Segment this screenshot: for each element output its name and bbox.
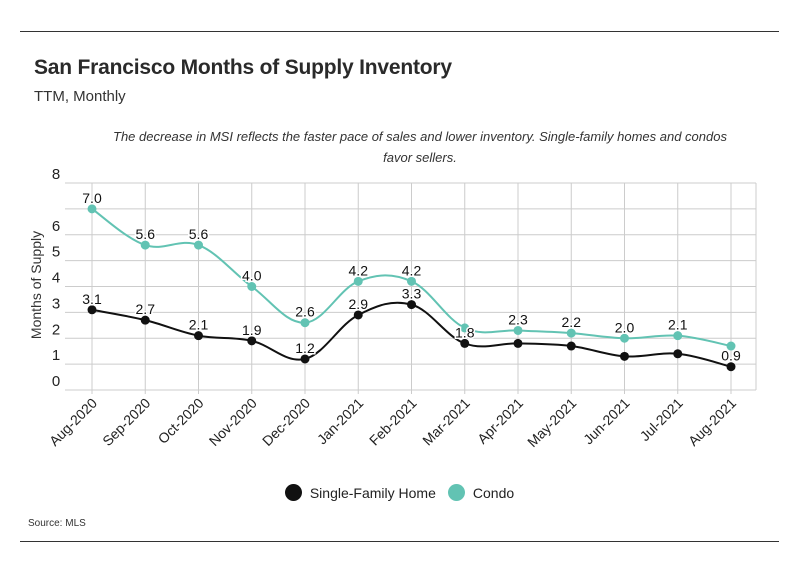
top-rule bbox=[20, 31, 779, 32]
x-tick-label: Nov-2020 bbox=[206, 395, 260, 449]
data-point-condo bbox=[353, 276, 363, 286]
bottom-rule bbox=[20, 541, 779, 542]
data-point-condo bbox=[566, 328, 576, 338]
legend-swatch-single-family bbox=[284, 484, 302, 501]
data-label-condo: 7.0 bbox=[82, 190, 102, 206]
x-tick-label: Aug-2020 bbox=[46, 395, 100, 449]
data-point-single-family bbox=[566, 341, 576, 351]
x-tick-label: Jul-2021 bbox=[637, 395, 686, 444]
y-tick-label: 0 bbox=[52, 373, 60, 390]
source-note: Source: MLS bbox=[28, 518, 86, 529]
legend: Single-Family Home Condo bbox=[0, 484, 799, 501]
x-tick-label: Jan-2021 bbox=[314, 395, 367, 448]
data-point-single-family bbox=[353, 310, 363, 320]
data-label-condo: 2.3 bbox=[508, 311, 528, 327]
x-tick-label: Dec-2020 bbox=[259, 395, 313, 449]
x-axis-ticks: Aug-2020 Sep-2020 Oct-2020 Nov-2020 Dec-2020… bbox=[46, 395, 739, 450]
data-point-single-family bbox=[726, 362, 736, 372]
data-label-single-family: 3.3 bbox=[402, 286, 422, 302]
data-label-condo: 2.0 bbox=[615, 319, 635, 335]
data-point-condo bbox=[726, 341, 736, 351]
data-point-condo bbox=[300, 318, 310, 328]
y-tick-label: 3 bbox=[52, 295, 60, 312]
grid-lines bbox=[65, 182, 757, 394]
data-point-condo bbox=[87, 204, 97, 214]
data-point-single-family bbox=[194, 331, 203, 341]
data-label-condo: 2.6 bbox=[295, 304, 315, 320]
series-points bbox=[87, 204, 736, 372]
data-label-single-family: 1.9 bbox=[242, 322, 262, 338]
y-tick-label: 8 bbox=[52, 166, 60, 183]
x-tick-label: Oct-2020 bbox=[155, 395, 207, 447]
legend-label-condo: Condo bbox=[472, 484, 515, 501]
x-tick-label: Aug-2021 bbox=[685, 395, 739, 449]
data-point-condo bbox=[620, 333, 629, 343]
y-tick-label: 2 bbox=[52, 321, 60, 338]
y-tick-label: 1 bbox=[52, 347, 60, 364]
data-point-single-family bbox=[140, 315, 150, 325]
data-point-single-family bbox=[673, 349, 683, 359]
data-label-condo: 2.1 bbox=[668, 317, 688, 333]
data-label-condo: 5.6 bbox=[189, 226, 209, 242]
data-label-single-family: 2.1 bbox=[189, 317, 209, 333]
data-point-condo bbox=[194, 240, 203, 250]
data-point-single-family bbox=[620, 351, 629, 361]
data-point-single-family bbox=[460, 338, 470, 348]
y-tick-label: 6 bbox=[52, 218, 60, 235]
data-label-condo: 2.2 bbox=[562, 314, 582, 330]
data-point-condo bbox=[673, 331, 683, 341]
data-label-single-family: 3.1 bbox=[82, 291, 102, 307]
data-label-single-family: 1.2 bbox=[295, 340, 315, 356]
x-tick-label: Mar-2021 bbox=[419, 395, 473, 449]
x-tick-label: Sep-2020 bbox=[99, 395, 153, 449]
y-tick-label: 4 bbox=[52, 270, 60, 287]
data-label-condo: 4.0 bbox=[242, 268, 262, 284]
chart-title: San Francisco Months of Supply Inventory bbox=[34, 56, 452, 79]
legend-item-single-family: Single-Family Home bbox=[284, 484, 436, 501]
data-label-condo: 4.2 bbox=[349, 262, 369, 278]
y-axis-ticks: 0 1 2 3 4 5 6 8 bbox=[52, 166, 60, 390]
data-point-condo bbox=[140, 240, 150, 250]
y-axis-label: Months of Supply bbox=[28, 231, 44, 339]
data-point-condo bbox=[407, 276, 416, 286]
x-tick-label: Feb-2021 bbox=[366, 395, 420, 449]
data-label-single-family: 1.8 bbox=[455, 324, 475, 340]
chart-annotation: The decrease in MSI reflects the faster … bbox=[113, 129, 727, 165]
y-tick-label: 5 bbox=[52, 244, 60, 261]
data-point-condo bbox=[460, 323, 470, 333]
data-point-condo bbox=[247, 282, 257, 291]
data-point-single-family bbox=[300, 354, 310, 364]
legend-swatch-condo bbox=[447, 484, 465, 501]
x-tick-label: Jun-2021 bbox=[580, 395, 633, 448]
data-label-single-family: 0.9 bbox=[721, 348, 741, 364]
data-label-single-family: 2.9 bbox=[349, 296, 369, 312]
x-tick-label: May-2021 bbox=[524, 395, 579, 450]
data-label-single-family: 2.7 bbox=[136, 301, 156, 317]
legend-item-condo: Condo bbox=[447, 484, 515, 501]
x-tick-label: Apr-2021 bbox=[474, 395, 526, 447]
data-point-single-family bbox=[513, 338, 523, 348]
data-point-condo bbox=[513, 325, 523, 335]
chart-subtitle: TTM, Monthly bbox=[34, 88, 126, 105]
data-point-single-family bbox=[247, 336, 257, 346]
legend-label-single-family: Single-Family Home bbox=[309, 484, 436, 501]
data-label-condo: 5.6 bbox=[136, 226, 156, 242]
data-label-condo: 4.2 bbox=[402, 262, 422, 278]
data-point-single-family bbox=[407, 300, 416, 310]
data-point-single-family bbox=[87, 305, 97, 315]
data-labels: 7.0 5.6 5.6 4.0 2.6 4.2 4.2 2.3 2.2 2.0 2.1 3.1 2.7 2… bbox=[81, 188, 743, 365]
